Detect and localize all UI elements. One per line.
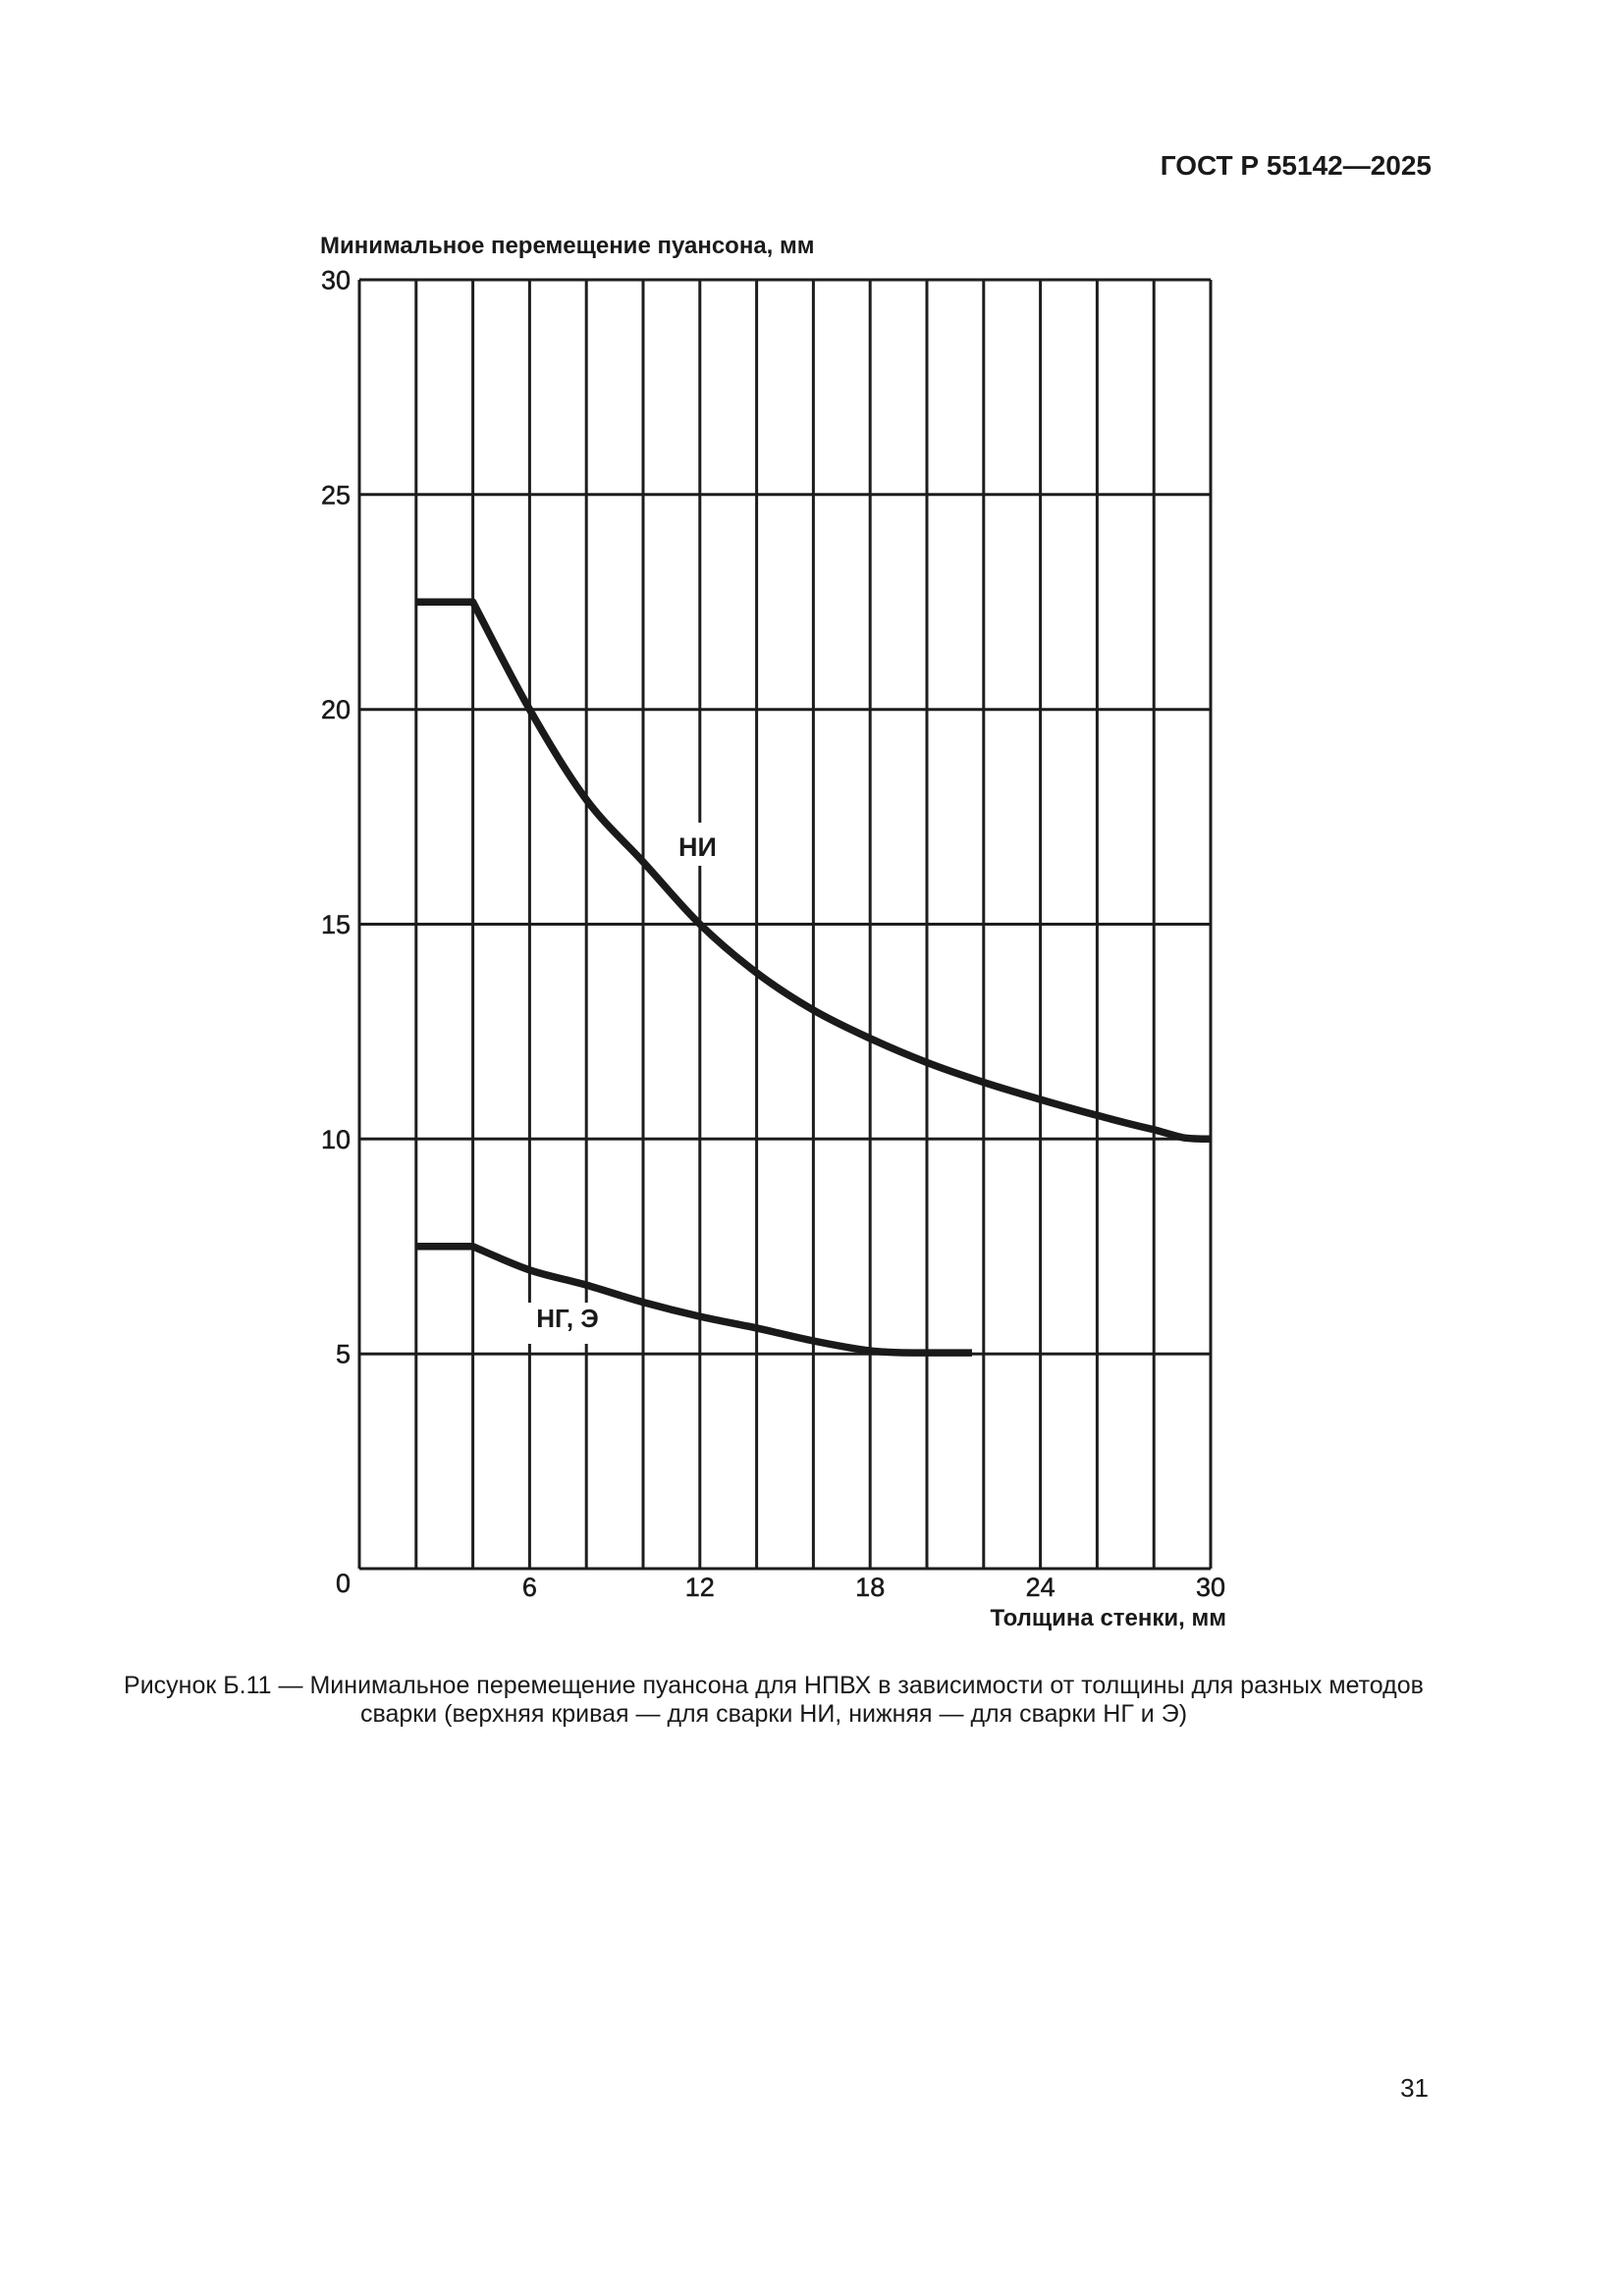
svg-text:Минимальное перемещение пуансо: Минимальное перемещение пуансона, мм xyxy=(320,233,815,259)
svg-text:0: 0 xyxy=(336,1569,351,1598)
svg-text:Толщина стенки, мм: Толщина стенки, мм xyxy=(990,1605,1226,1631)
svg-text:сварки (верхняя кривая — для с: сварки (верхняя кривая — для сварки НИ, … xyxy=(360,1700,1187,1728)
svg-text:Рисунок Б.11 — Минимальное пер: Рисунок Б.11 — Минимальное перемещение п… xyxy=(124,1672,1424,1699)
svg-text:30: 30 xyxy=(321,266,351,295)
svg-text:12: 12 xyxy=(685,1573,715,1602)
svg-text:5: 5 xyxy=(336,1340,351,1369)
svg-text:НИ: НИ xyxy=(678,832,717,862)
svg-text:30: 30 xyxy=(1196,1573,1225,1602)
svg-text:15: 15 xyxy=(321,910,351,939)
svg-text:10: 10 xyxy=(321,1125,351,1154)
svg-text:НГ, Э: НГ, Э xyxy=(536,1304,599,1333)
svg-text:31: 31 xyxy=(1400,2073,1429,2103)
svg-text:20: 20 xyxy=(321,695,351,724)
svg-text:18: 18 xyxy=(855,1573,885,1602)
svg-text:6: 6 xyxy=(522,1573,537,1602)
svg-text:25: 25 xyxy=(321,481,351,510)
svg-text:ГОСТ Р 55142—2025: ГОСТ Р 55142—2025 xyxy=(1161,150,1432,181)
svg-text:24: 24 xyxy=(1026,1573,1056,1602)
